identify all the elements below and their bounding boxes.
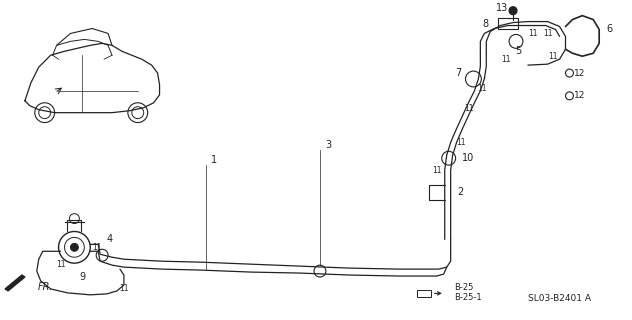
- Text: 11: 11: [501, 55, 511, 64]
- Text: 11: 11: [464, 104, 473, 113]
- Text: 12: 12: [574, 91, 585, 100]
- Text: 11: 11: [92, 243, 102, 252]
- Text: 11: 11: [456, 138, 465, 147]
- Text: 7: 7: [456, 68, 462, 78]
- Text: 11: 11: [528, 29, 538, 38]
- Text: 11: 11: [56, 260, 65, 269]
- Text: SL03-B2401 A: SL03-B2401 A: [528, 294, 591, 303]
- Text: 11: 11: [478, 84, 487, 93]
- Text: 10: 10: [463, 153, 475, 163]
- Circle shape: [70, 244, 78, 251]
- Text: 3: 3: [325, 140, 331, 150]
- Text: 2: 2: [458, 187, 464, 197]
- Text: 9: 9: [79, 272, 85, 282]
- Text: B-25: B-25: [454, 284, 473, 292]
- Text: 5: 5: [515, 46, 521, 56]
- Text: 11: 11: [548, 52, 557, 61]
- Text: 11: 11: [543, 29, 552, 38]
- Circle shape: [566, 69, 573, 77]
- Text: 12: 12: [574, 68, 585, 77]
- Text: 11: 11: [119, 284, 129, 293]
- Text: 4: 4: [107, 235, 113, 244]
- Text: FR.: FR.: [38, 282, 53, 292]
- Text: 13: 13: [496, 3, 508, 13]
- Bar: [498, 18, 518, 28]
- Polygon shape: [5, 275, 25, 291]
- Text: 6: 6: [606, 25, 612, 35]
- Bar: [417, 290, 431, 297]
- Circle shape: [509, 7, 517, 15]
- Text: 1: 1: [211, 155, 217, 165]
- Circle shape: [566, 92, 573, 100]
- Text: 8: 8: [482, 19, 489, 28]
- Text: 11: 11: [432, 165, 442, 175]
- Text: B-25-1: B-25-1: [454, 293, 481, 302]
